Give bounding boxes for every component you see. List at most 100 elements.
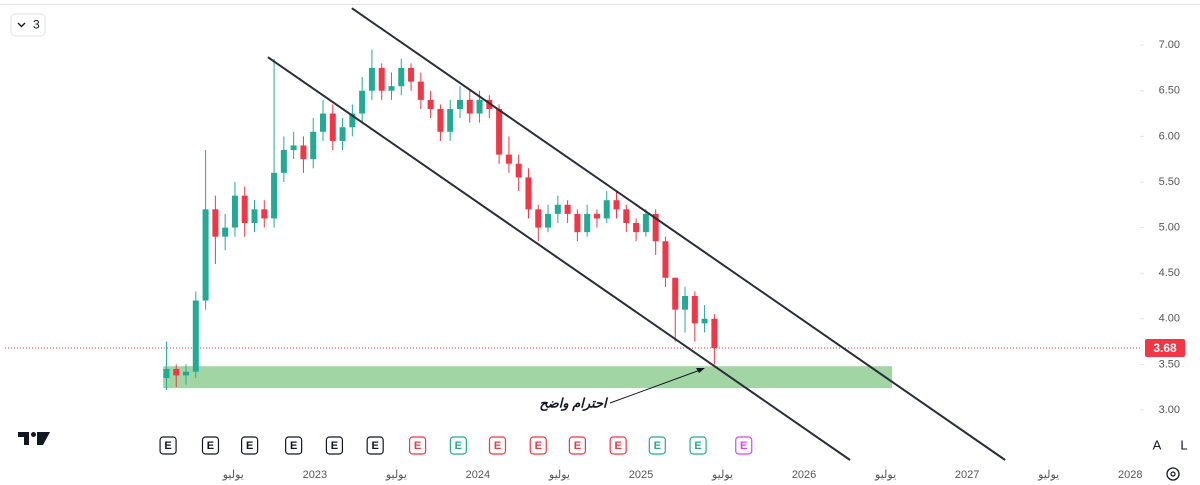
candle-body — [662, 241, 669, 278]
earnings-icon[interactable] — [201, 436, 220, 455]
annotation: احترام واضح — [539, 395, 609, 411]
earnings-label: E — [574, 440, 581, 452]
x-tick-label: يوليو — [548, 469, 570, 481]
candle-body — [398, 67, 405, 87]
y-tick-label: 6.50 — [1159, 85, 1180, 97]
candle-body — [427, 99, 434, 109]
candle-body — [691, 295, 698, 324]
earnings-icon[interactable] — [159, 436, 177, 455]
candle-body — [212, 209, 219, 237]
earnings-icon[interactable] — [408, 436, 427, 455]
candle-body — [456, 99, 463, 109]
candle-body — [711, 318, 718, 348]
x-tick-label: 2027 — [955, 469, 979, 481]
candle-body — [339, 127, 346, 141]
scale-button[interactable]: L — [1180, 437, 1187, 452]
y-tick-label: 5.00 — [1159, 221, 1180, 233]
candle-body — [231, 195, 238, 228]
earnings-icon[interactable] — [609, 436, 627, 455]
y-tick-label: 4.00 — [1159, 313, 1180, 325]
candle-body — [271, 172, 278, 219]
trendline — [267, 56, 851, 461]
earnings-icon[interactable] — [648, 436, 666, 455]
earnings-icon[interactable] — [366, 436, 384, 455]
earnings-label: E — [164, 440, 171, 452]
candle-body — [310, 131, 317, 160]
candle-body — [574, 213, 581, 233]
earnings-label: E — [246, 440, 253, 452]
scale-button[interactable]: A — [1153, 437, 1162, 452]
candle-body — [388, 86, 395, 91]
candle-body — [290, 145, 297, 151]
earnings-icon[interactable] — [325, 436, 344, 455]
earnings-icon[interactable] — [488, 436, 507, 455]
candle-body — [349, 113, 356, 128]
y-tick-label: 3.00 — [1159, 404, 1180, 416]
candle-body — [593, 213, 600, 219]
candle-body — [202, 209, 209, 301]
earnings-label: E — [740, 440, 747, 452]
y-tick-label: 3.50 — [1159, 358, 1180, 370]
candle-body — [447, 108, 454, 132]
x-tick-label: 2024 — [466, 469, 490, 481]
candle-body — [672, 277, 679, 310]
y-tick-label: 7.00 — [1159, 39, 1180, 51]
candle-body — [564, 204, 571, 214]
candle-body — [554, 204, 561, 214]
earnings-label: E — [207, 440, 214, 452]
candle-body — [359, 90, 366, 114]
support-zone — [163, 366, 893, 389]
candle-body — [613, 200, 620, 210]
candle-body — [437, 108, 444, 132]
y-tick-label: 5.50 — [1159, 176, 1180, 188]
earnings-icon[interactable] — [529, 436, 547, 455]
tv-logo — [18, 432, 50, 445]
plot — [5, 7, 1140, 461]
candle-body — [173, 368, 180, 376]
candle-body — [652, 213, 659, 242]
candle-body — [476, 99, 483, 114]
candle-body — [300, 145, 307, 160]
candle-body — [280, 150, 287, 173]
settings-icon[interactable] — [1166, 467, 1180, 481]
x-tick-label: 2025 — [629, 469, 653, 481]
earnings-label: E — [455, 440, 462, 452]
earnings-label: E — [654, 440, 661, 452]
candle-body — [192, 300, 199, 372]
earnings-label: E — [372, 440, 379, 452]
earnings-label: E — [694, 440, 701, 452]
x-tick-label: 2028 — [1118, 469, 1142, 481]
candle-body — [378, 67, 385, 91]
earnings-icon[interactable] — [568, 436, 586, 455]
trendline — [351, 7, 1006, 461]
candle-body — [222, 227, 229, 237]
candle-body — [535, 209, 542, 228]
candle-body — [496, 108, 503, 155]
x-tick-label: يوليو — [222, 469, 244, 481]
earnings-icon[interactable] — [285, 436, 303, 455]
y-tick-label: 6.00 — [1159, 130, 1180, 142]
candle-body — [515, 163, 522, 178]
candle-body — [329, 113, 336, 141]
x-tick-label: يوليو — [711, 469, 733, 481]
candle-body — [368, 67, 375, 91]
candle-body — [408, 67, 415, 82]
candle-body — [682, 295, 689, 310]
earnings-icon[interactable] — [735, 436, 753, 455]
candle-body — [251, 209, 258, 224]
candle-body — [319, 113, 326, 132]
last-price-label: 3.68 — [1153, 341, 1177, 355]
candle-body — [466, 99, 473, 114]
earnings-label: E — [331, 440, 338, 452]
earnings-icon[interactable] — [689, 436, 707, 455]
candle-body — [623, 209, 630, 224]
candle-body — [525, 177, 532, 210]
interval-button[interactable]: 3 — [10, 13, 46, 37]
earnings-icon[interactable] — [449, 436, 467, 455]
earnings-icon[interactable] — [241, 436, 259, 455]
earnings-label: E — [535, 440, 542, 452]
earnings-label: E — [290, 440, 297, 452]
earnings-label: E — [494, 440, 501, 452]
